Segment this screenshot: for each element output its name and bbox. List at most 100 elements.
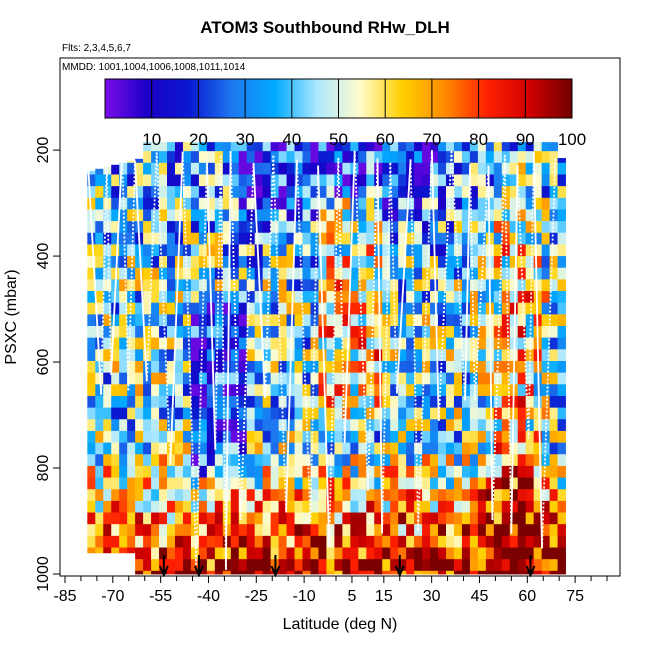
heatmap-cell [127, 524, 136, 537]
heatmap-cell [382, 221, 391, 234]
heatmap-cell [517, 442, 527, 455]
flight-profile-segment [110, 152, 124, 375]
heatmap-cell [525, 162, 535, 175]
heatmap-cell [302, 477, 311, 490]
heatmap-cell [430, 477, 439, 490]
heatmap-cell [167, 244, 176, 257]
heatmap-cell [318, 151, 327, 164]
heatmap-cell [469, 535, 479, 548]
heatmap-cell [549, 302, 558, 315]
heatmap-cell [406, 524, 415, 537]
heatmap-cell [214, 232, 224, 245]
heatmap-cell [342, 151, 351, 164]
heatmap-cell [350, 442, 359, 455]
heatmap-cell [119, 465, 128, 478]
heatmap-cell [549, 395, 558, 409]
heatmap-cell [310, 500, 319, 513]
heatmap-cell [422, 454, 431, 467]
heatmap-cell [382, 535, 391, 548]
heatmap-cell [326, 559, 335, 572]
flight-profile-segment [491, 155, 506, 521]
heatmap-cell [382, 384, 391, 397]
heatmap-cell [135, 291, 144, 304]
heatmap-cell [326, 477, 335, 490]
heatmap-cell [254, 372, 264, 385]
heatmap-cell [501, 267, 511, 280]
heatmap-cell [493, 186, 503, 199]
heatmap-cell [477, 314, 487, 327]
heatmap-cell [190, 360, 200, 374]
heatmap-cell [87, 337, 96, 350]
heatmap-cell [127, 547, 136, 554]
heatmap-cell [485, 197, 495, 210]
heatmap-cell [382, 162, 391, 175]
heatmap-cell [87, 174, 96, 187]
heatmap-cell [477, 465, 487, 478]
heatmap-cell [549, 547, 558, 560]
heatmap-cell [198, 395, 208, 409]
heatmap-cell [493, 162, 503, 175]
heatmap-cell [326, 384, 335, 397]
heatmap-cell [398, 142, 407, 152]
heatmap-cell [87, 256, 96, 269]
heatmap-cell [541, 326, 551, 339]
heatmap-cell [111, 372, 120, 385]
heatmap-cell [342, 232, 351, 245]
heatmap-cell [517, 209, 527, 222]
heatmap-cell [469, 232, 479, 245]
heatmap-cell [310, 360, 319, 374]
profile-arrow-head [270, 565, 281, 578]
flight-profile-segment [376, 158, 383, 534]
heatmap-cell [501, 454, 511, 467]
heatmap-cell [366, 142, 375, 152]
heatmap-cell [326, 524, 335, 537]
heatmap-cell [318, 500, 327, 513]
heatmap-cell [286, 489, 295, 502]
heatmap-cell [135, 279, 144, 292]
heatmap-cell [469, 142, 479, 152]
heatmap-cell [406, 232, 415, 245]
heatmap-cell [374, 419, 383, 432]
heatmap-cell [254, 142, 264, 152]
heatmap-cell [422, 197, 431, 210]
heatmap-cell [445, 395, 455, 409]
heatmap-cell [119, 395, 128, 409]
heatmap-cell [334, 524, 343, 537]
heatmap-cell [127, 442, 136, 455]
heatmap-cell [222, 326, 232, 339]
heatmap-cell [374, 442, 383, 455]
heatmap-cell [374, 489, 383, 502]
heatmap-cell [135, 384, 144, 397]
heatmap-cell [390, 197, 399, 210]
heatmap-cell [414, 430, 423, 443]
heatmap-cell [485, 512, 495, 525]
heatmap-cell [310, 430, 319, 443]
heatmap-cell [182, 151, 192, 164]
heatmap-cell [278, 267, 287, 280]
heatmap-cell [517, 500, 527, 513]
heatmap-cell [406, 291, 415, 304]
heatmap-cell [151, 244, 160, 257]
heatmap-cell [517, 291, 527, 304]
heatmap-cell [469, 442, 479, 455]
heatmap-cell [422, 512, 431, 525]
heatmap-cell [95, 279, 104, 292]
heatmap-cell [438, 221, 447, 234]
heatmap-cell [127, 372, 136, 385]
heatmap-cell [278, 151, 287, 164]
heatmap-cell [342, 142, 351, 152]
heatmap-cell [445, 256, 455, 269]
heatmap-cell [318, 454, 327, 467]
heatmap-cell [358, 535, 367, 548]
heatmap-cell [477, 302, 487, 315]
heatmap-cell [318, 535, 327, 548]
heatmap-cell [430, 349, 439, 362]
heatmap-cell [350, 314, 359, 327]
heatmap-cell [334, 221, 343, 234]
heatmap-cell [461, 489, 471, 502]
heatmap-cell [334, 547, 343, 560]
heatmap-cell [198, 279, 208, 292]
heatmap-cell [95, 547, 104, 554]
heatmap-cell [302, 372, 311, 385]
y-tick-label: 1000 [35, 556, 52, 592]
